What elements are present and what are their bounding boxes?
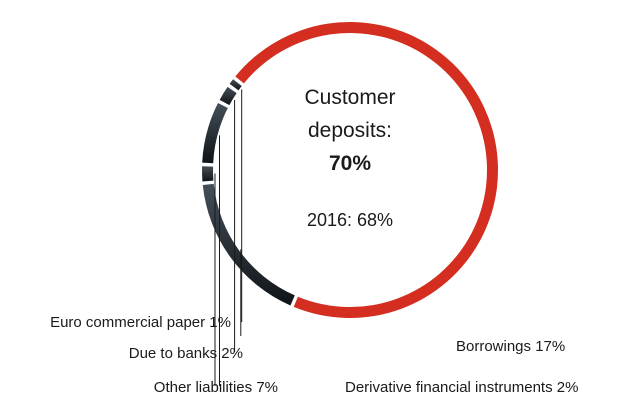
- label-other-liabilities: Other liabilities 7%: [154, 379, 278, 396]
- center-prior: 2016: 68%: [307, 210, 393, 230]
- slice-euro-commercial-paper: [230, 79, 242, 90]
- slice-due-to-banks: [220, 87, 237, 105]
- slice-borrowings: [203, 184, 295, 306]
- label-euro-commercial-paper: Euro commercial paper 1%: [50, 314, 231, 331]
- label-borrowings: Borrowings 17%: [456, 338, 565, 355]
- center-line1: Customer: [304, 86, 395, 109]
- center-line2: deposits:: [308, 119, 392, 142]
- label-due-to-banks: Due to banks 2%: [129, 345, 243, 362]
- slice-other-liabilities: [202, 103, 228, 163]
- center-value: 70%: [329, 152, 371, 175]
- label-derivatives: Derivative financial instruments 2%: [345, 379, 578, 396]
- slice-derivative-financial-instruments: [202, 166, 213, 181]
